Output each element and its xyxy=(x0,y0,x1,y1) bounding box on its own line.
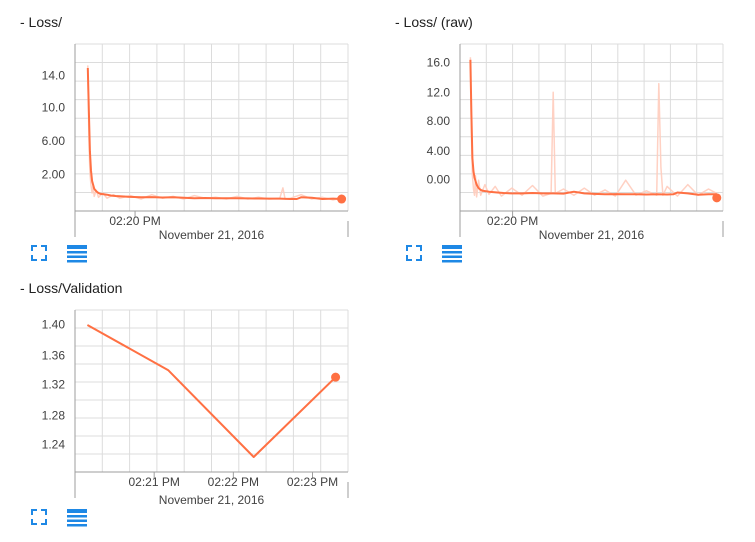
date-label: November 21, 2016 xyxy=(159,493,265,507)
y-tick-label: 14.0 xyxy=(42,69,66,83)
chart-toolbar xyxy=(30,244,110,264)
chart-title: - Loss/Validation xyxy=(20,280,123,296)
grid xyxy=(74,43,349,212)
smoothed-series-line xyxy=(86,67,342,200)
chart-toolbar xyxy=(405,244,485,264)
grid xyxy=(459,43,724,212)
y-tick-label: 12.0 xyxy=(427,85,451,99)
y-tick-label: 1.40 xyxy=(42,318,66,332)
chart-title: - Loss/ (raw) xyxy=(395,14,473,30)
chart-card-loss: - Loss/ 14.0 10.0 6.00 2.00 02:20 PM November… xyxy=(20,14,360,264)
fullscreen-icon[interactable] xyxy=(405,244,423,267)
raw-series-line xyxy=(469,57,718,198)
y-tick-label: 16.0 xyxy=(427,55,451,69)
x-tick-label: 02:21 PM xyxy=(128,475,179,489)
smoothed-series-line xyxy=(86,324,337,458)
y-tick-label: 0.00 xyxy=(427,172,451,186)
date-label: November 21, 2016 xyxy=(539,228,645,242)
grid xyxy=(74,309,349,473)
list-icon[interactable] xyxy=(67,508,87,533)
date-label: November 21, 2016 xyxy=(159,228,265,242)
x-tick-label: 02:23 PM xyxy=(287,475,338,489)
chart-title: - Loss/ xyxy=(20,14,63,30)
chart-card-loss-raw: - Loss/ (raw) 16.0 12.0 8.00 4.00 0.00 02:20 … xyxy=(395,14,735,264)
list-icon[interactable] xyxy=(67,244,87,269)
x-tick-label: 02:20 PM xyxy=(487,214,538,228)
chart-toolbar xyxy=(30,508,110,528)
list-icon[interactable] xyxy=(442,244,462,269)
y-tick-label: 4.00 xyxy=(427,144,451,158)
chart-card-loss-validation: - Loss/Validation 1.40 1.36 1.32 1.28 1.24 02… xyxy=(20,280,360,530)
y-tick-label: 1.28 xyxy=(42,408,66,422)
x-tick-label: 02:20 PM xyxy=(109,214,160,228)
smoothed-series-line xyxy=(469,59,717,196)
x-tick-label: 02:22 PM xyxy=(208,475,259,489)
raw-series-line xyxy=(87,65,342,201)
fullscreen-icon[interactable] xyxy=(30,244,48,267)
fullscreen-icon[interactable] xyxy=(30,508,48,531)
y-tick-label: 1.32 xyxy=(42,378,66,392)
last-point-marker xyxy=(331,372,341,382)
y-tick-label: 6.00 xyxy=(42,134,66,148)
y-tick-label: 1.36 xyxy=(42,348,66,362)
y-tick-label: 2.00 xyxy=(42,167,66,181)
y-tick-label: 10.0 xyxy=(42,100,66,114)
last-point-marker xyxy=(712,193,722,203)
y-tick-label: 8.00 xyxy=(427,114,451,128)
y-tick-label: 1.24 xyxy=(42,437,66,451)
loss-validation-chart[interactable]: 1.40 1.36 1.32 1.28 1.24 02:21 PM 02:22 PM 02:2… xyxy=(20,309,360,510)
last-point-marker xyxy=(337,194,347,204)
